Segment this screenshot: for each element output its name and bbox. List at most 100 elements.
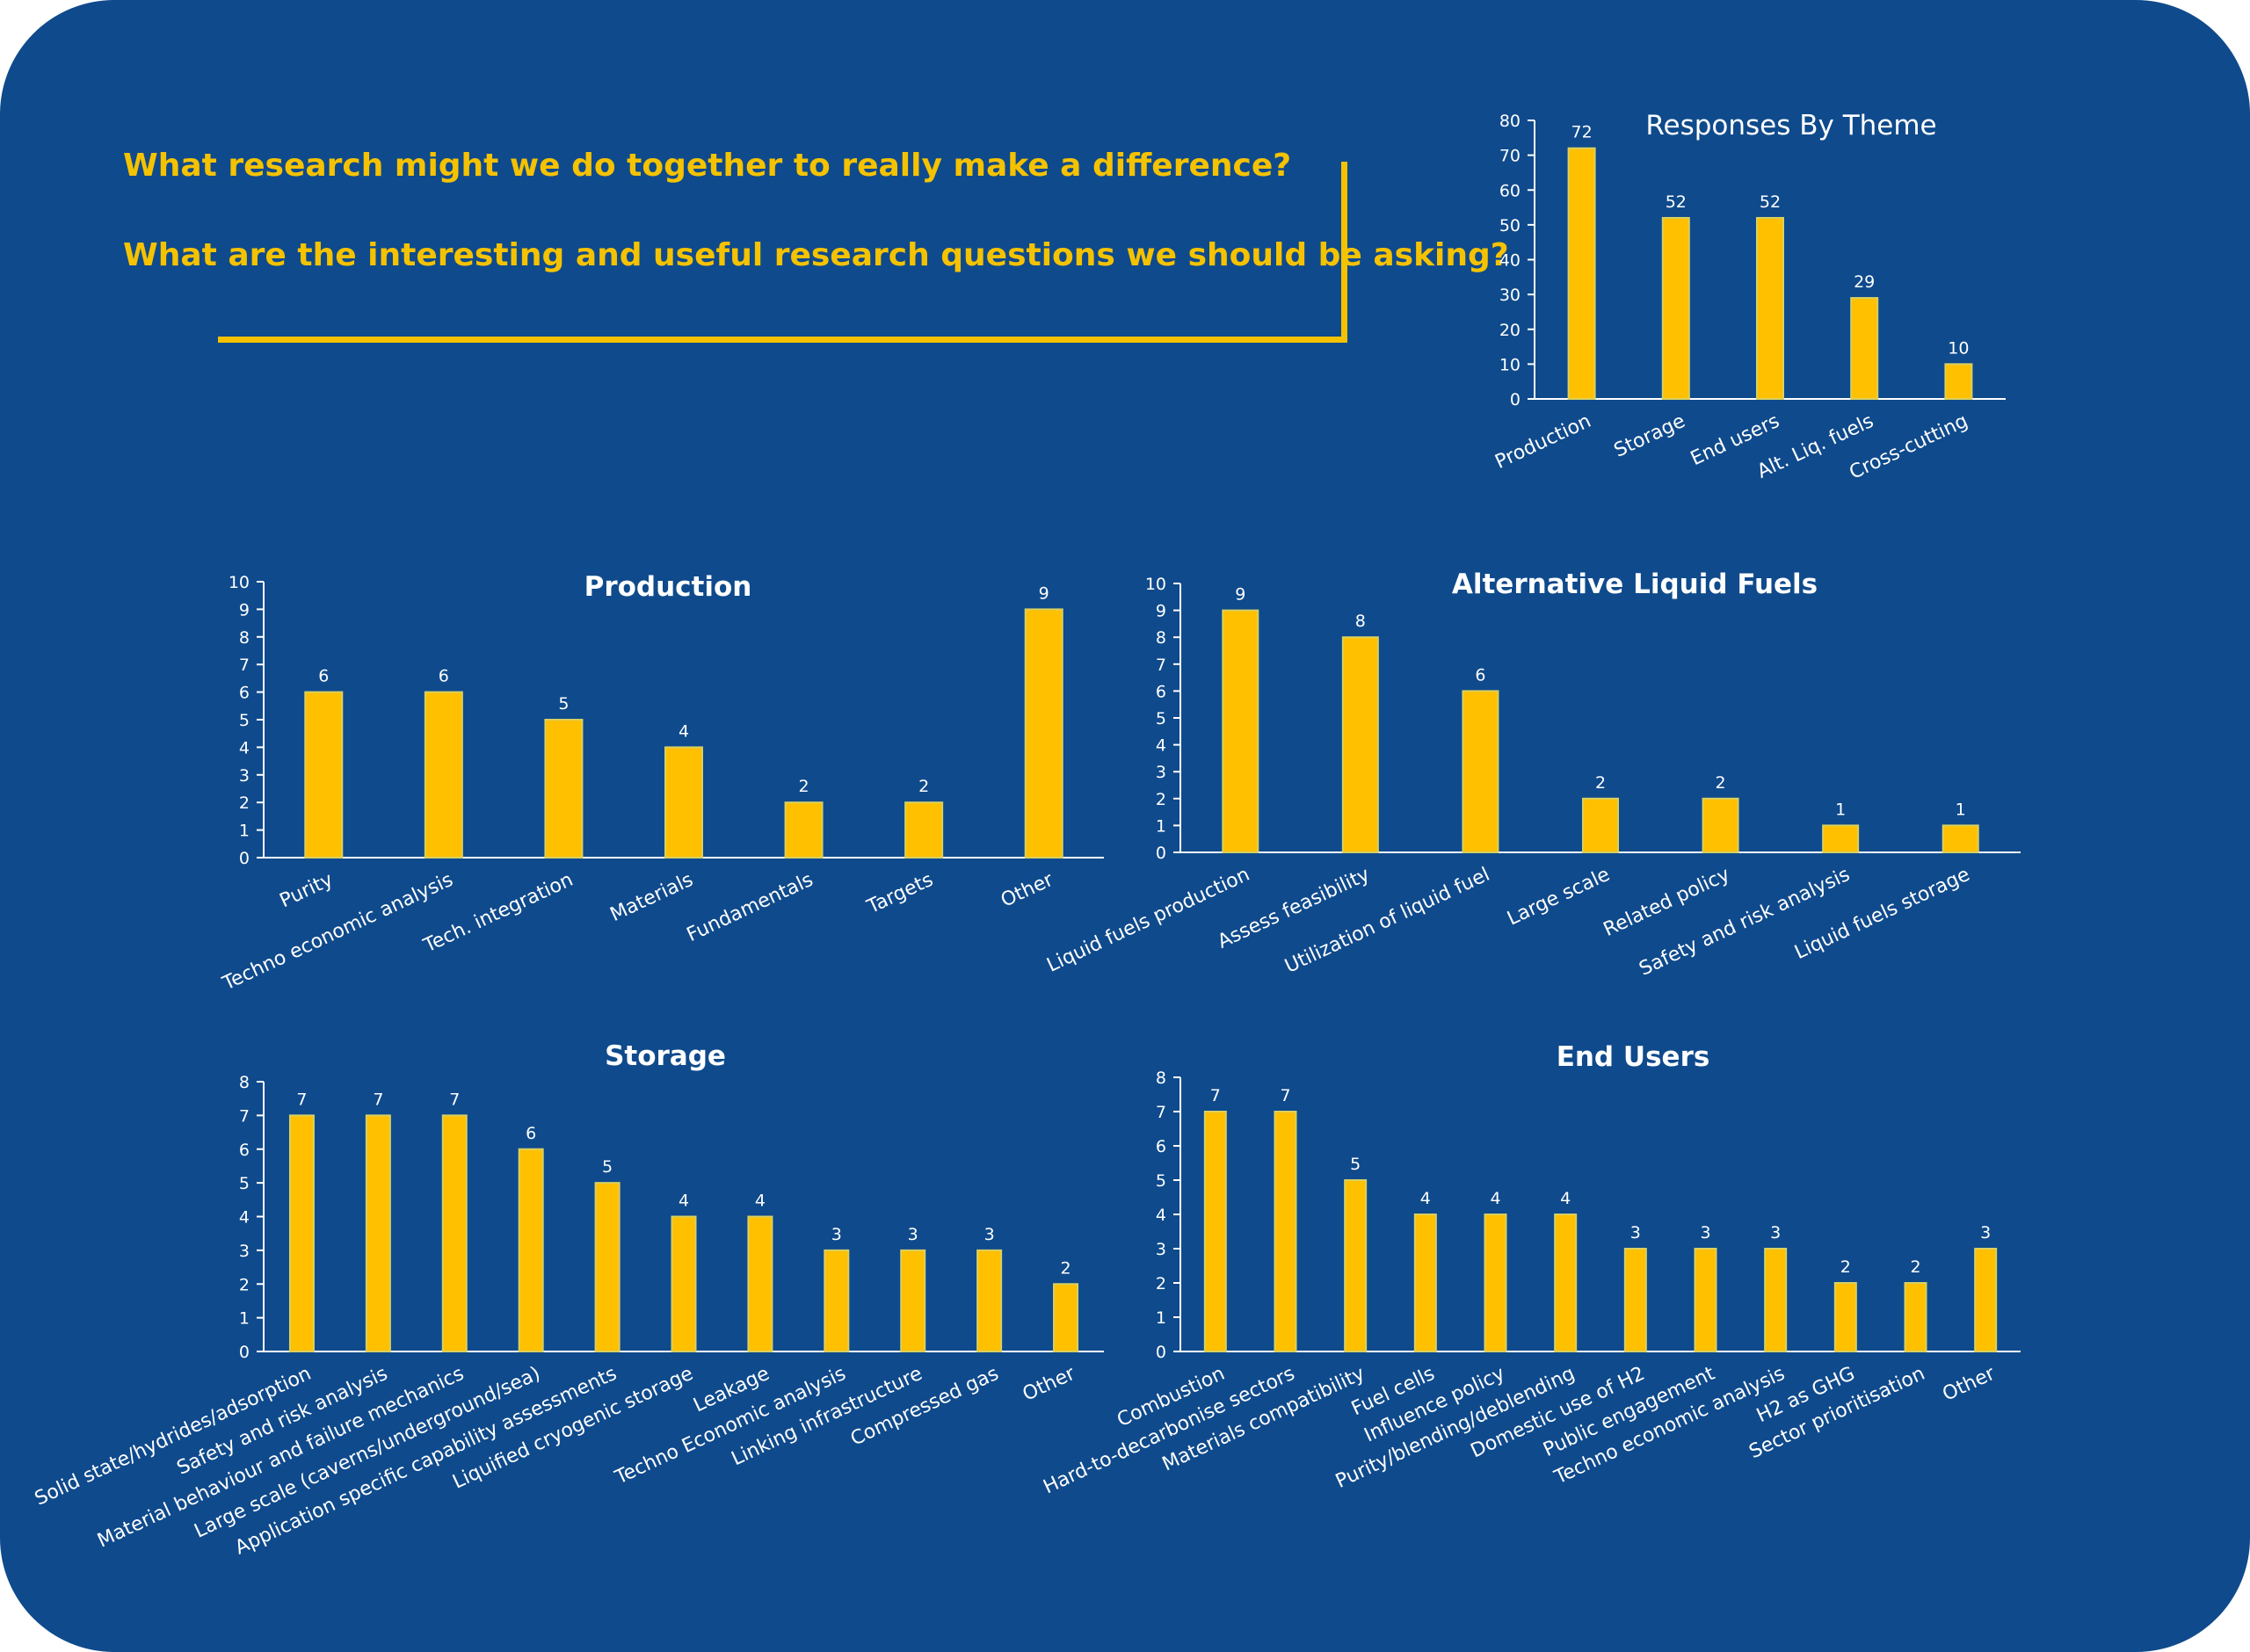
bar [1904,1282,1927,1352]
data-label: 7 [296,1090,307,1109]
bar [1944,363,1973,400]
y-tick-label: 10 [1499,355,1521,374]
data-label: 4 [1560,1189,1571,1208]
y-tick-label: 5 [1156,709,1166,728]
y-tick-label: 8 [239,1073,250,1092]
data-label: 2 [799,777,809,796]
y-tick-label: 10 [229,573,250,592]
chart-title: Storage [605,1040,726,1072]
y-tick-label: 80 [1499,112,1521,131]
data-label: 2 [1840,1257,1851,1277]
bar [1567,147,1596,400]
y-tick-label: 3 [239,1242,250,1261]
data-label: 2 [918,777,929,796]
data-label: 6 [1475,665,1485,685]
bracket-horizontal-line [218,337,1347,343]
bar [441,1114,468,1352]
y-tick-label: 0 [239,849,250,868]
y-tick-label: 4 [239,1208,250,1228]
bar [671,1215,697,1352]
data-label: 9 [1039,583,1049,603]
data-label: 1 [1956,800,1966,819]
chart-title: Production [584,571,752,603]
bar [1222,609,1259,853]
y-tick-label: 2 [1156,790,1166,809]
y-tick-label: 3 [1156,1240,1166,1259]
data-label: 7 [373,1090,383,1109]
y-tick-label: 0 [1156,844,1166,863]
y-tick-label: 2 [239,1275,250,1294]
y-tick-label: 3 [239,766,250,786]
bar [747,1215,773,1352]
y-tick-label: 5 [239,711,250,730]
y-tick-label: 8 [1156,628,1166,648]
data-label: 8 [1355,612,1366,631]
y-tick-label: 2 [239,793,250,813]
y-tick-label: 6 [1156,682,1166,701]
bar [904,801,944,859]
bar [1344,1179,1368,1352]
y-tick-label: 7 [239,1106,250,1126]
data-label: 3 [908,1225,918,1244]
y-tick-label: 1 [1156,816,1166,836]
y-tick-label: 6 [239,1141,250,1160]
bar [1203,1111,1227,1352]
y-tick-label: 30 [1499,286,1521,305]
data-label: 52 [1666,192,1687,212]
bar [1661,216,1690,400]
data-label: 4 [1490,1189,1500,1208]
chart-title: End Users [1557,1041,1710,1073]
y-tick-label: 5 [239,1174,250,1193]
bar [304,691,344,859]
bar [1822,824,1860,854]
y-tick-label: 9 [239,600,250,620]
data-label: 29 [1854,272,1875,292]
bar [1274,1111,1297,1352]
y-tick-label: 1 [1156,1308,1166,1328]
data-label: 2 [1910,1257,1920,1277]
bar [1053,1283,1079,1352]
y-tick-label: 3 [1156,763,1166,782]
bar [365,1114,391,1352]
y-tick-label: 40 [1499,251,1521,271]
y-tick-label: 6 [1156,1137,1166,1156]
question-2: What are the interesting and useful rese… [123,237,1509,273]
bar [1341,636,1379,854]
y-tick-label: 60 [1499,181,1521,200]
y-tick-label: 2 [1156,1274,1166,1293]
data-label: 2 [1060,1258,1071,1278]
y-tick-label: 0 [239,1343,250,1362]
bar [1623,1248,1647,1352]
y-tick-label: 8 [239,628,250,648]
y-tick-label: 5 [1156,1171,1166,1191]
data-label: 6 [318,667,329,686]
data-label: 9 [1235,585,1245,605]
bar [1833,1282,1857,1352]
bar [544,719,584,859]
bar [594,1182,621,1352]
data-label: 52 [1760,192,1781,212]
bar [1974,1248,1998,1352]
data-label: 3 [831,1225,842,1244]
data-label: 3 [1980,1223,1991,1243]
data-label: 4 [1420,1189,1431,1208]
y-tick-label: 0 [1156,1343,1166,1362]
y-tick-label: 70 [1499,147,1521,166]
y-tick-label: 50 [1499,216,1521,235]
y-tick-label: 8 [1156,1069,1166,1088]
data-label: 5 [602,1157,613,1177]
data-label: 4 [755,1192,766,1211]
data-label: 4 [679,721,689,741]
data-label: 3 [1700,1223,1710,1243]
bar [1413,1214,1437,1352]
y-tick-label: 7 [1156,1103,1166,1122]
data-label: 6 [526,1124,536,1143]
y-tick-label: 10 [1145,575,1166,594]
data-label: 3 [1770,1223,1781,1243]
bar [1694,1248,1717,1352]
data-label: 2 [1716,773,1726,793]
bar [1850,297,1879,400]
